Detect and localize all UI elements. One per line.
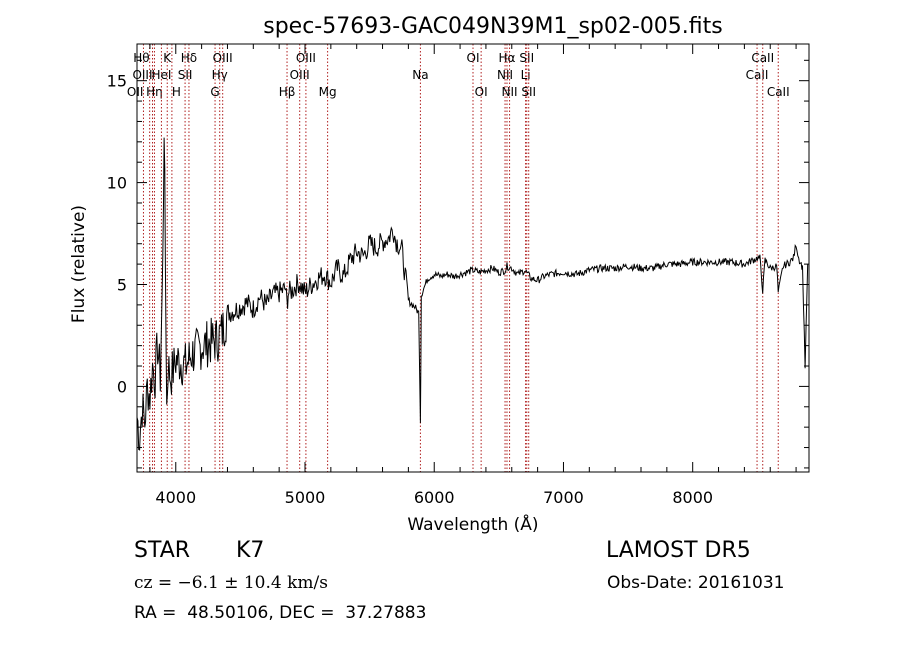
y-tick-label: 15: [107, 72, 127, 91]
spectral-line-label-18: OI: [475, 85, 488, 99]
spectral-line-label-0: OII: [127, 85, 144, 99]
spectral-line-label-10: Hγ: [212, 68, 228, 82]
object-subclass: K7: [236, 538, 265, 563]
spectral-line-label-7: SII: [178, 68, 193, 82]
y-tick-label: 10: [107, 174, 127, 193]
spectral-line-label-4: HeI: [151, 68, 171, 82]
x-tick-label: 6000: [414, 488, 455, 507]
spectral-line-label-23: SII: [519, 51, 534, 65]
spectral-line-label-19: NII: [497, 68, 513, 82]
x-tick-label: 7000: [543, 488, 584, 507]
x-tick-label: 5000: [285, 488, 326, 507]
spectral-line-label-6: H: [172, 85, 181, 99]
spectrum-line: [137, 137, 809, 451]
spectral-line-label-26: CaII: [751, 51, 774, 65]
spectral-line-label-11: OIII: [213, 51, 233, 65]
spectral-line-label-2: OIII: [132, 68, 152, 82]
spectral-line-label-12: Hβ: [279, 85, 296, 99]
spectral-line-label-25: CaII: [746, 68, 769, 82]
ra-dec: RA = 48.50106, DEC = 37.27883: [134, 603, 427, 623]
spectral-line-label-14: OIII: [296, 51, 316, 65]
spectrum-plot: spec-57693-GAC049N39M1_sp02-005.fitsOIIH…: [69, 14, 810, 535]
spectral-line-label-5: K: [163, 51, 172, 65]
spectral-line-label-21: NII: [502, 85, 518, 99]
spectral-line-label-13: OIII: [290, 68, 310, 82]
spectral-line-label-27: CaII: [767, 85, 790, 99]
spectral-line-label-1: Hθ: [133, 51, 149, 65]
object-class: STAR: [134, 538, 191, 563]
spectral-line-label-8: Hδ: [181, 51, 197, 65]
spectral-line-label-22: Li: [521, 68, 531, 82]
spectral-line-label-16: Na: [412, 68, 428, 82]
spectral-line-label-20: Hα: [499, 51, 516, 65]
spectral-line-label-15: Mg: [319, 85, 337, 99]
plot-frame: [136, 43, 810, 473]
spectral-line-label-17: OI: [467, 51, 480, 65]
x-tick-label: 4000: [155, 488, 196, 507]
y-axis-label: Flux (relative): [69, 205, 89, 323]
chart-title: spec-57693-GAC049N39M1_sp02-005.fits: [263, 14, 723, 39]
y-tick-label: 0: [117, 377, 127, 396]
spectral-line-label-3: Hη: [146, 85, 163, 99]
survey-name: LAMOST DR5: [606, 538, 751, 563]
y-tick-label: 5: [117, 275, 127, 294]
x-axis-label: Wavelength (Å): [407, 513, 538, 535]
x-tick-label: 8000: [672, 488, 713, 507]
obs-date: Obs-Date: 20161031: [607, 573, 785, 593]
spectral-line-label-9: G: [210, 85, 219, 99]
redshift-cz: cz = −6.1 ± 10.4 km/s: [134, 573, 328, 593]
spectral-line-label-24: SII: [521, 85, 536, 99]
